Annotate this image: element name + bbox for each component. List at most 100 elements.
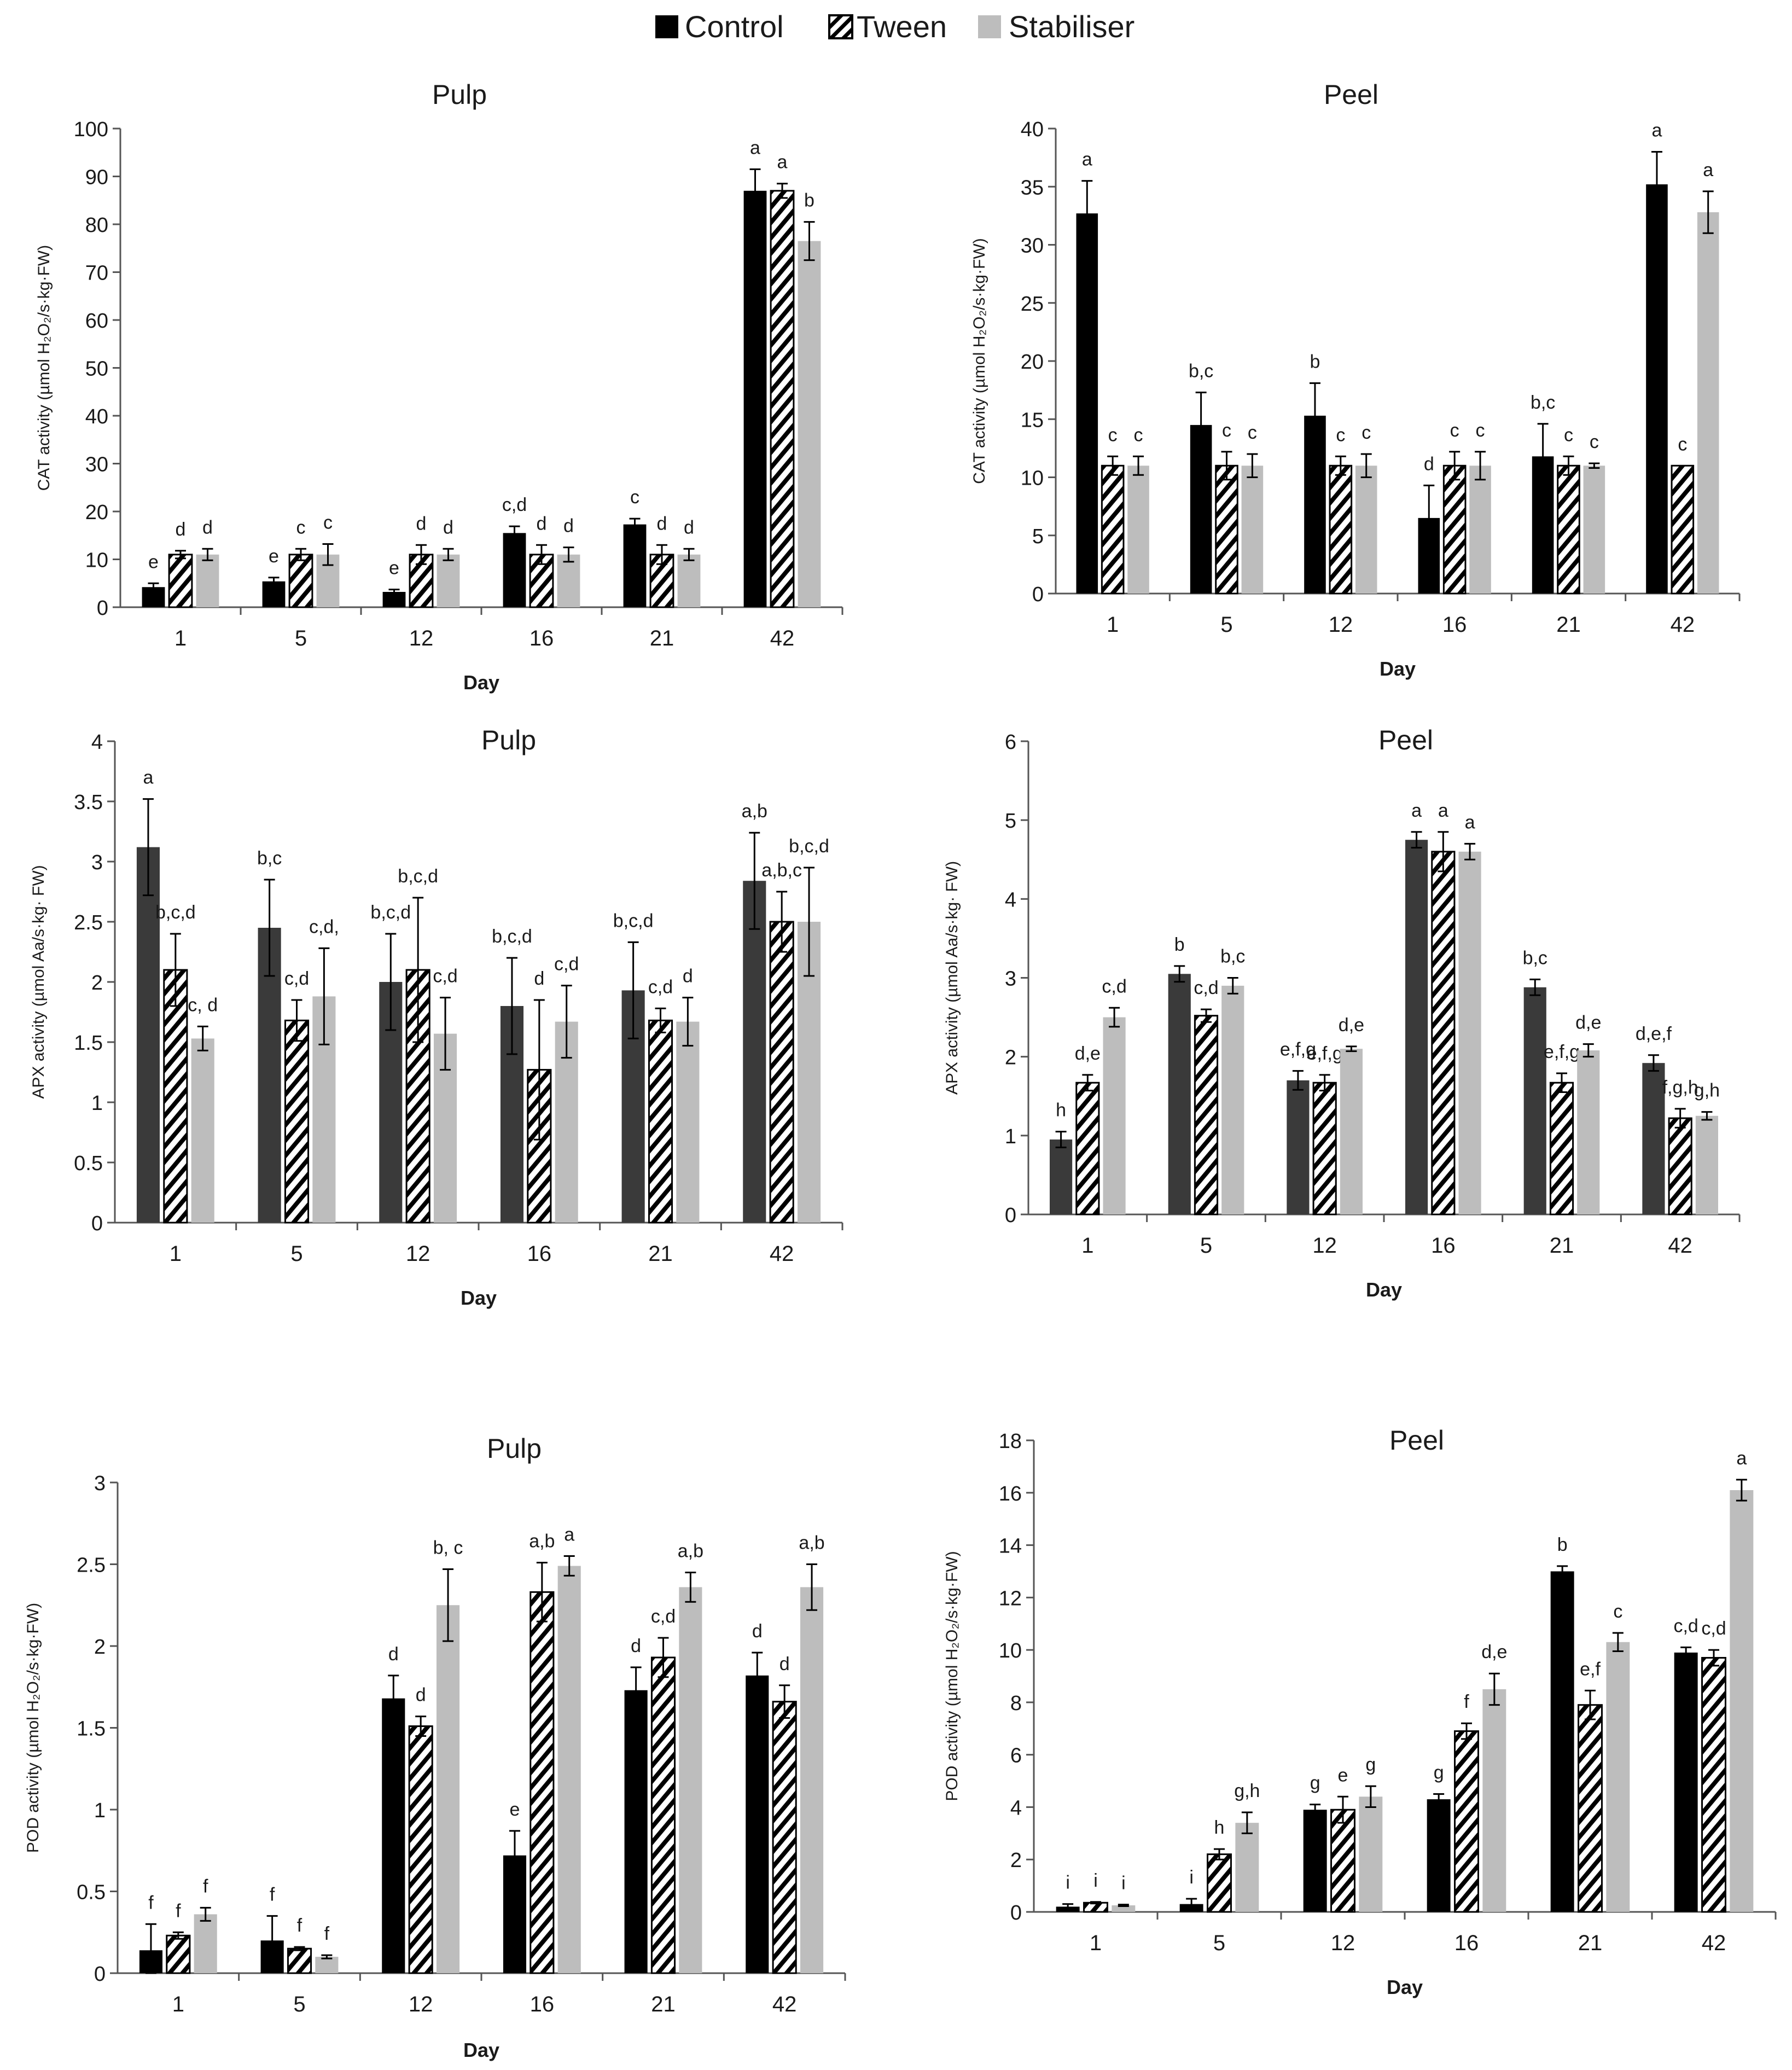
error-bar xyxy=(1461,1722,1472,1740)
significance-letter: d xyxy=(684,517,694,538)
y-tick-label: 10 xyxy=(85,549,108,572)
error-bar xyxy=(295,548,306,561)
error-bar xyxy=(268,577,280,586)
error-bar xyxy=(321,1954,333,1959)
y-tick-label: 0 xyxy=(97,597,108,620)
bar-stabiliser-day-1 xyxy=(196,554,219,607)
significance-letter: c,d xyxy=(284,968,309,989)
bar-stabiliser-day-21 xyxy=(1583,466,1605,594)
significance-letter: c xyxy=(630,487,639,508)
significance-letter: f xyxy=(270,1884,275,1905)
significance-letter: c,d, xyxy=(309,916,339,937)
significance-letter: i xyxy=(1066,1873,1070,1893)
error-bar xyxy=(291,999,302,1042)
x-tick-label: 42 xyxy=(1702,1931,1726,1955)
significance-letter: b,c xyxy=(257,848,282,869)
error-bar xyxy=(1335,455,1346,476)
significance-letter: b,c xyxy=(1189,360,1213,381)
y-tick-label: 1.5 xyxy=(74,1032,103,1055)
y-tick-label: 10 xyxy=(1021,467,1044,490)
x-tick-label: 1 xyxy=(174,626,187,650)
bar-control-day-12 xyxy=(382,1698,405,1973)
y-axis-label: APX activity (µmol Aa/s·kg· FW) xyxy=(943,861,961,1095)
significance-letter: b, c xyxy=(433,1537,463,1558)
bar-stabiliser-day-12 xyxy=(1340,1049,1363,1214)
y-tick-label: 3 xyxy=(1005,968,1016,991)
error-bar xyxy=(1464,842,1476,860)
x-tick-label: 12 xyxy=(1329,613,1353,637)
significance-letter: c xyxy=(296,517,306,538)
y-tick-label: 1 xyxy=(91,1092,103,1115)
error-bar xyxy=(1475,451,1486,481)
error-bar xyxy=(443,1568,454,1642)
significance-letter: g,h xyxy=(1234,1781,1260,1801)
error-bar xyxy=(1449,451,1461,481)
error-bar xyxy=(1702,190,1714,234)
error-bar xyxy=(656,544,667,565)
legend-label-stabiliser: Stabiliser xyxy=(1009,9,1134,44)
significance-letter: c xyxy=(1613,1601,1622,1622)
error-bar xyxy=(1651,151,1662,218)
bar-tween-day-42 xyxy=(1668,1117,1692,1216)
legend-label-control: Control xyxy=(685,9,784,44)
error-bar xyxy=(749,168,761,213)
significance-letter: d xyxy=(537,513,547,534)
significance-letter: b,c,d xyxy=(370,902,411,923)
y-axis-label: CAT activity (µmol H₂O₂/s·kg·FW) xyxy=(970,238,988,484)
significance-letter: d xyxy=(779,1654,790,1674)
bar-tween-day-1 xyxy=(163,969,188,1224)
significance-letter: e,f xyxy=(1580,1659,1601,1679)
error-bar xyxy=(1585,1689,1596,1720)
significance-letter: c xyxy=(1590,432,1599,452)
significance-letter: c xyxy=(1336,425,1345,445)
bar-control-day-21 xyxy=(624,1690,648,1973)
significance-letter: c,d xyxy=(1102,976,1126,997)
error-bar xyxy=(1309,382,1320,449)
bar-control-day-16 xyxy=(1427,1799,1451,1912)
bar-control-day-42 xyxy=(1642,1063,1665,1214)
significance-letter: d,e xyxy=(1575,1013,1601,1033)
y-tick-label: 3 xyxy=(91,851,103,874)
significance-letter: b,c,d xyxy=(789,836,829,857)
y-tick-label: 0 xyxy=(91,1212,103,1235)
y-tick-label: 40 xyxy=(85,405,108,428)
x-tick-label: 21 xyxy=(651,1992,676,2016)
bar-control-day-42 xyxy=(1646,184,1668,594)
error-bar xyxy=(388,1674,399,1723)
error-bar xyxy=(533,999,545,1141)
bar-stabiliser-day-16 xyxy=(1469,466,1491,594)
y-tick-label: 100 xyxy=(74,118,108,141)
y-tick-label: 18 xyxy=(999,1430,1022,1453)
y-tick-label: 25 xyxy=(1021,293,1044,316)
y-tick-label: 1.5 xyxy=(77,1718,106,1741)
bar-tween-day-16 xyxy=(1442,464,1467,595)
significance-letter: a xyxy=(1703,160,1713,181)
y-tick-label: 16 xyxy=(999,1482,1022,1505)
error-bar xyxy=(1433,1793,1445,1806)
y-tick-label: 50 xyxy=(85,358,108,381)
y-tick-label: 2 xyxy=(1005,1046,1016,1069)
bar-tween-day-16 xyxy=(530,1591,555,1974)
significance-letter: f,g,h xyxy=(1662,1077,1698,1098)
error-bar xyxy=(629,518,641,531)
significance-letter: d xyxy=(202,517,213,538)
error-bar xyxy=(1201,1008,1212,1023)
significance-letter: f xyxy=(148,1892,154,1913)
error-bar xyxy=(388,589,400,595)
significance-letter: c xyxy=(1564,425,1573,445)
significance-letter: g,h xyxy=(1694,1080,1720,1101)
x-tick-label: 42 xyxy=(1671,613,1695,637)
x-tick-label: 12 xyxy=(409,1992,433,2016)
significance-letter: c xyxy=(1108,425,1118,445)
bar-stabiliser-day-42 xyxy=(1695,1115,1718,1214)
bar-tween-day-21 xyxy=(1557,464,1580,595)
significance-letter: a,b xyxy=(529,1531,555,1552)
x-tick-label: 1 xyxy=(1107,613,1119,637)
y-tick-label: 0.5 xyxy=(74,1152,103,1175)
y-tick-label: 5 xyxy=(1005,810,1016,833)
bar-stabiliser-day-1 xyxy=(1112,1905,1136,1912)
x-axis-label: Day xyxy=(1387,1976,1423,1998)
bar-control-day-42 xyxy=(1674,1652,1698,1912)
significance-letter: e xyxy=(269,546,279,567)
error-bar xyxy=(749,832,760,930)
